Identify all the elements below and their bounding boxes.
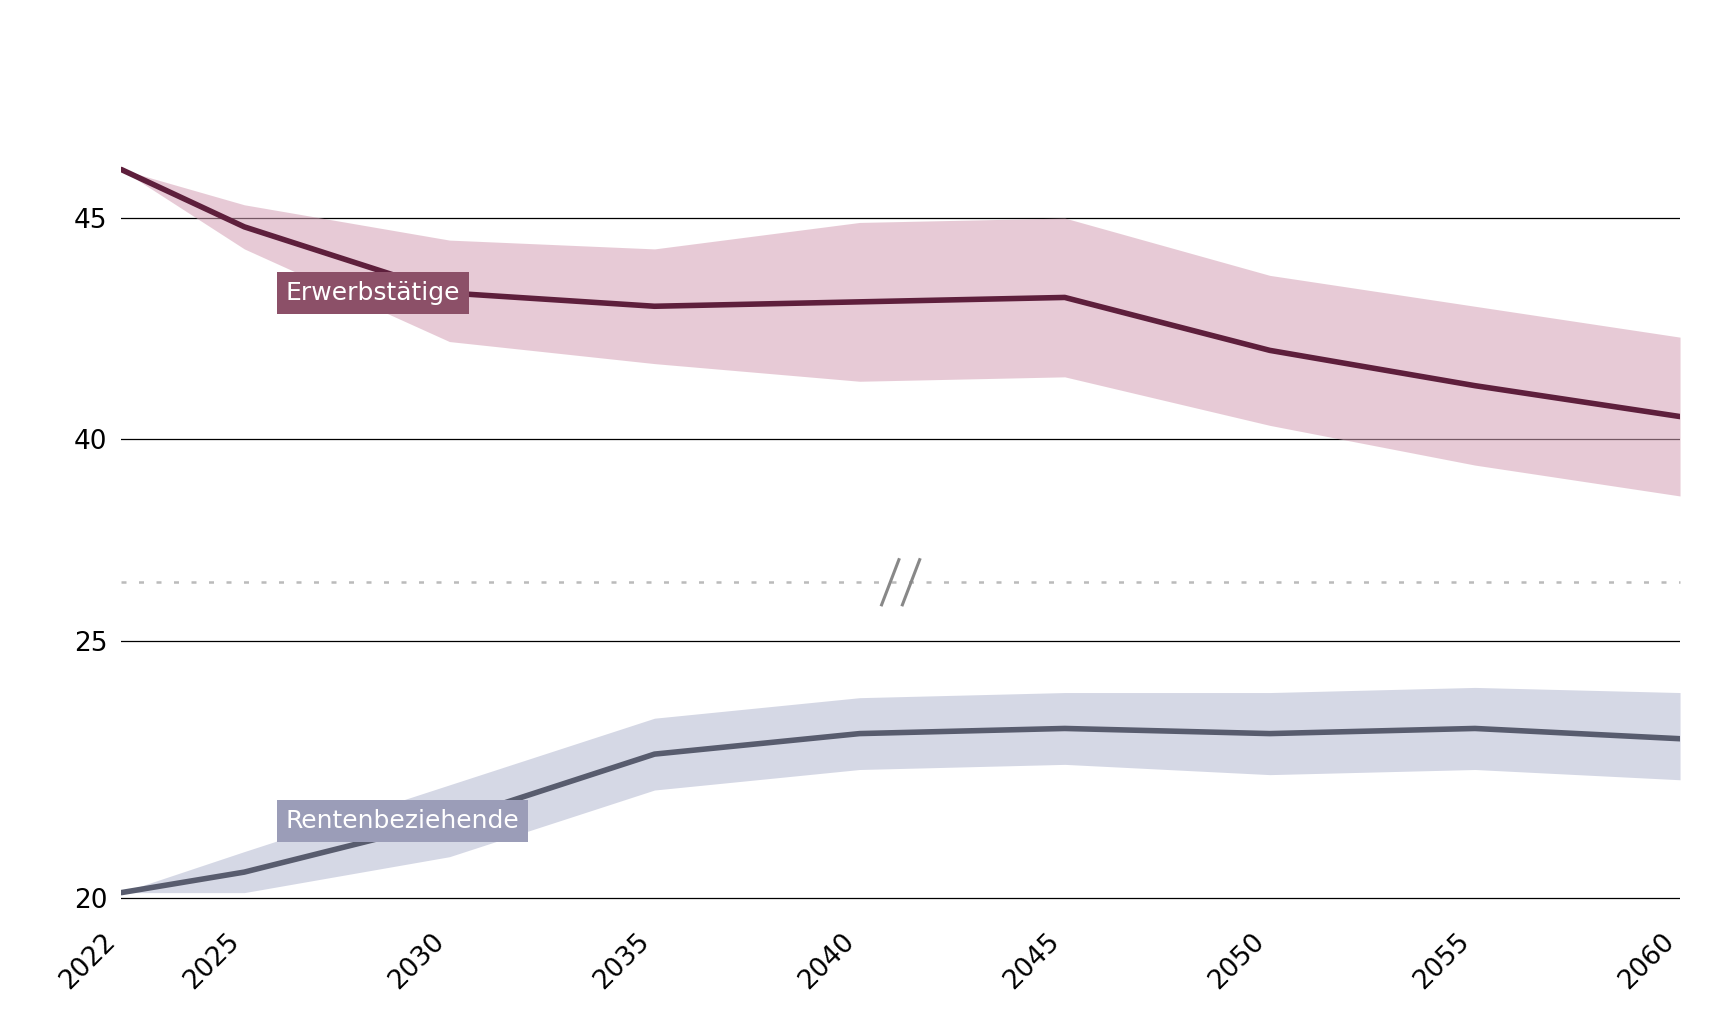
Text: Erwerbstätige: Erwerbstätige (286, 281, 459, 305)
Text: (in Mio.): (in Mio.) (1093, 34, 1228, 67)
Text: Rentenbeziehende: Rentenbeziehende (286, 808, 520, 833)
Text: Anzahl der Erwerbstätigen und Rentnerinnen und Rentner: Anzahl der Erwerbstätigen und Rentnerinn… (94, 34, 1072, 67)
